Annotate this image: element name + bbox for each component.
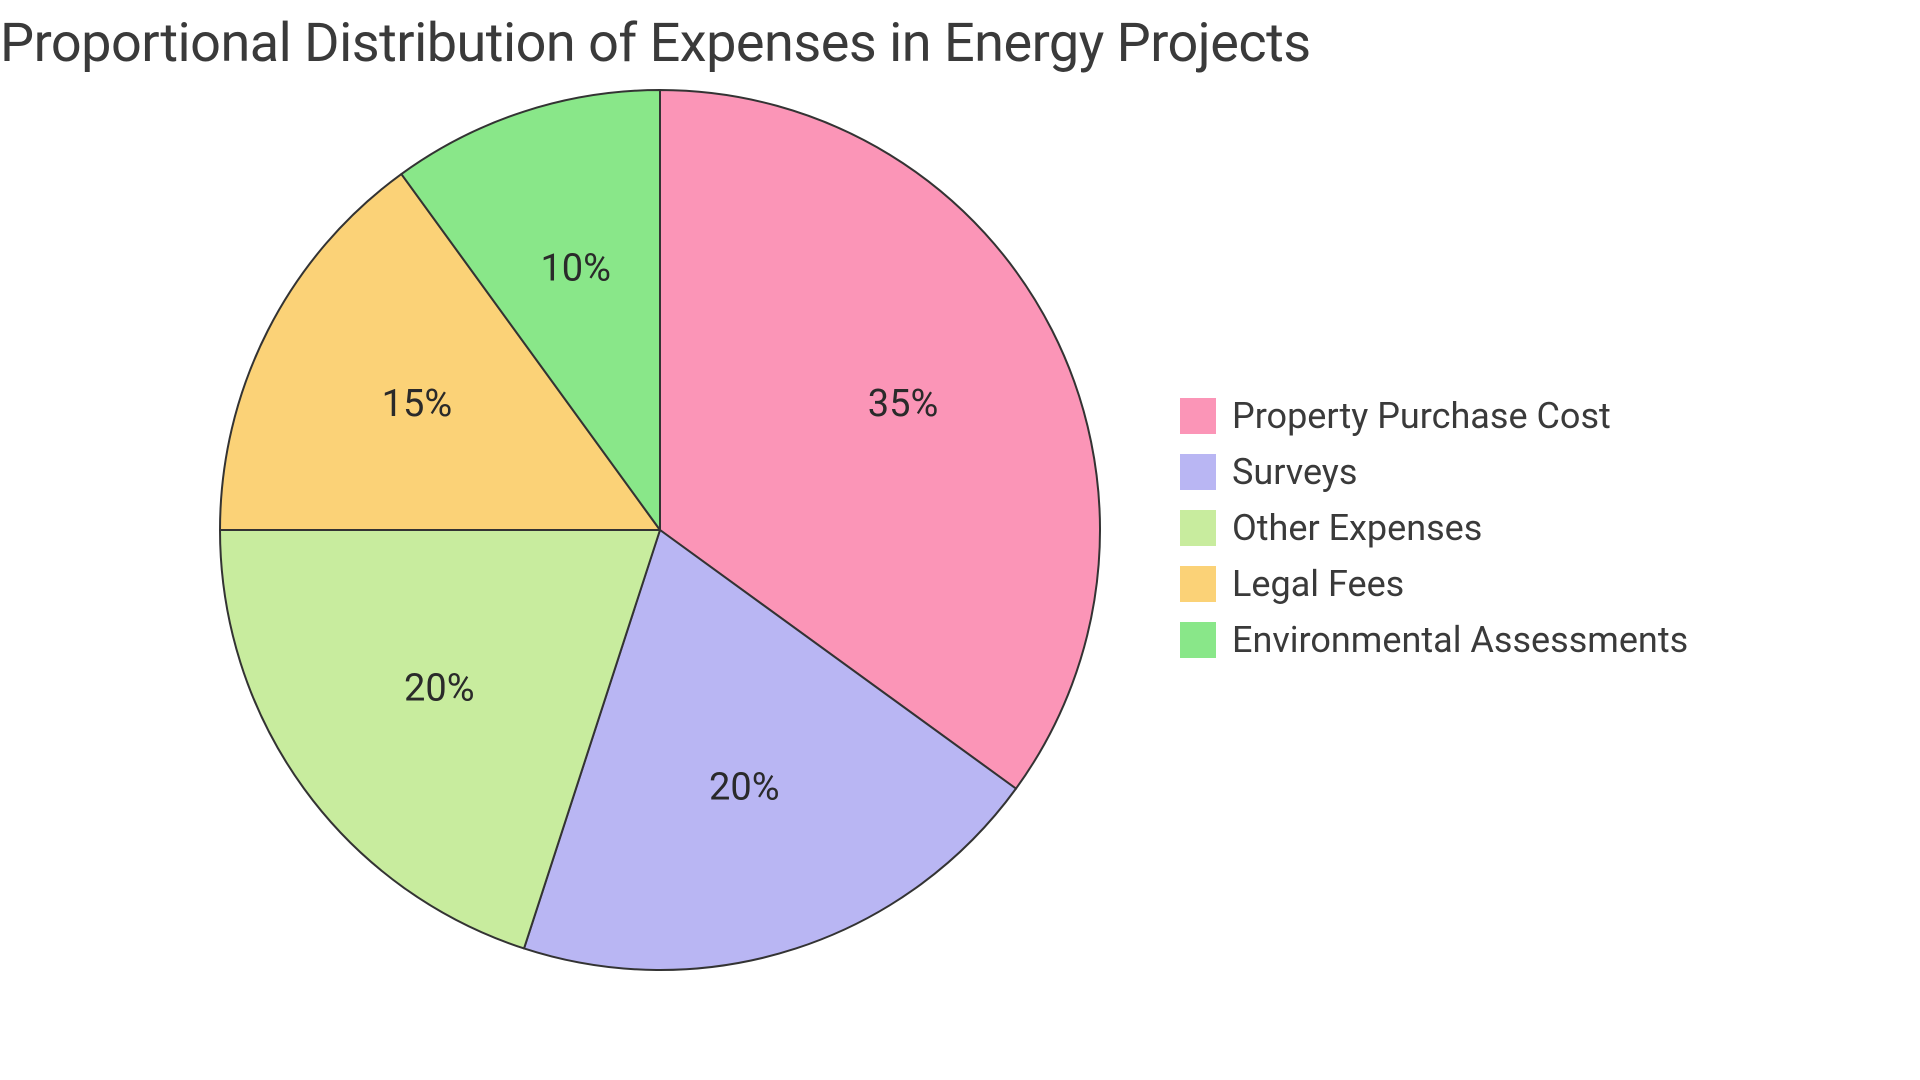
chart-title: Proportional Distribution of Expenses in… [0, 12, 1311, 75]
legend-swatch [1180, 398, 1216, 434]
legend-swatch [1180, 622, 1216, 658]
legend-label: Property Purchase Cost [1232, 395, 1611, 437]
legend-label: Legal Fees [1232, 563, 1404, 605]
slice-percent-label: 20% [404, 666, 475, 710]
legend-item: Legal Fees [1180, 563, 1688, 605]
legend-label: Surveys [1232, 451, 1357, 493]
legend-swatch [1180, 510, 1216, 546]
legend-item: Surveys [1180, 451, 1688, 493]
slice-percent-label: 10% [540, 247, 611, 291]
legend-item: Environmental Assessments [1180, 619, 1688, 661]
legend-swatch [1180, 454, 1216, 490]
legend-label: Other Expenses [1232, 507, 1482, 549]
legend-item: Other Expenses [1180, 507, 1688, 549]
legend-swatch [1180, 566, 1216, 602]
slice-percent-label: 35% [868, 382, 939, 426]
slice-percent-label: 20% [709, 765, 780, 809]
legend: Property Purchase Cost Surveys Other Expen… [1180, 395, 1688, 661]
pie-chart-area: 35% 20% 20% 15% 10% [210, 80, 1110, 980]
pie-chart-svg: 35% 20% 20% 15% 10% [210, 80, 1110, 980]
legend-label: Environmental Assessments [1232, 619, 1688, 661]
slice-percent-label: 15% [382, 382, 453, 426]
chart-container: Proportional Distribution of Expenses in… [0, 0, 1920, 1080]
legend-item: Property Purchase Cost [1180, 395, 1688, 437]
